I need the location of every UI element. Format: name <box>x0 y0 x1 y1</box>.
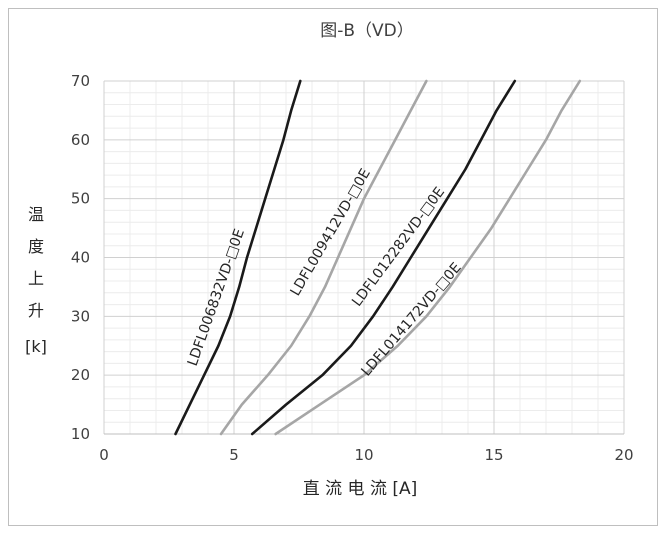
series-labels: LDFL006832VD-□0E LDFL009412VD-□0ELDFL0122… <box>185 166 465 379</box>
tick-labels: 0 5 10 15 20 10 20 30 40 50 60 70 <box>71 72 634 464</box>
y-axis-title-unit: [k] <box>25 337 47 356</box>
y-tick-label: 30 <box>71 307 90 325</box>
y-tick-label: 10 <box>71 425 90 443</box>
x-axis-title: 直 流 电 流 [A] <box>303 479 418 499</box>
chart-title: 图-B（VD） <box>320 21 414 41</box>
x-tick-label: 20 <box>614 446 633 464</box>
x-tick-label: 15 <box>484 446 503 464</box>
y-axis-title: 温 度 上 升 [k] <box>25 205 47 356</box>
x-tick-label: 10 <box>354 446 373 464</box>
series-line-1 <box>174 79 302 436</box>
y-tick-label: 50 <box>71 190 90 208</box>
y-axis-title-char-3: 上 <box>28 269 44 288</box>
y-axis-title-char-4: 升 <box>28 301 44 320</box>
y-axis-title-char-2: 度 <box>28 237 44 256</box>
y-axis-title-char-1: 温 <box>28 205 44 224</box>
x-tick-label: 0 <box>99 446 109 464</box>
y-tick-label: 40 <box>71 249 90 267</box>
series-label-2: LDFL009412VD-□0E <box>288 166 374 299</box>
series-layer <box>174 79 582 436</box>
series-line-4 <box>274 79 582 436</box>
y-tick-label: 60 <box>71 131 90 149</box>
series-line-3 <box>250 79 517 436</box>
x-tick-label: 5 <box>229 446 239 464</box>
series-line-2 <box>219 79 428 436</box>
y-tick-label: 20 <box>71 366 90 384</box>
y-tick-label: 70 <box>71 72 90 90</box>
grid <box>103 80 625 435</box>
